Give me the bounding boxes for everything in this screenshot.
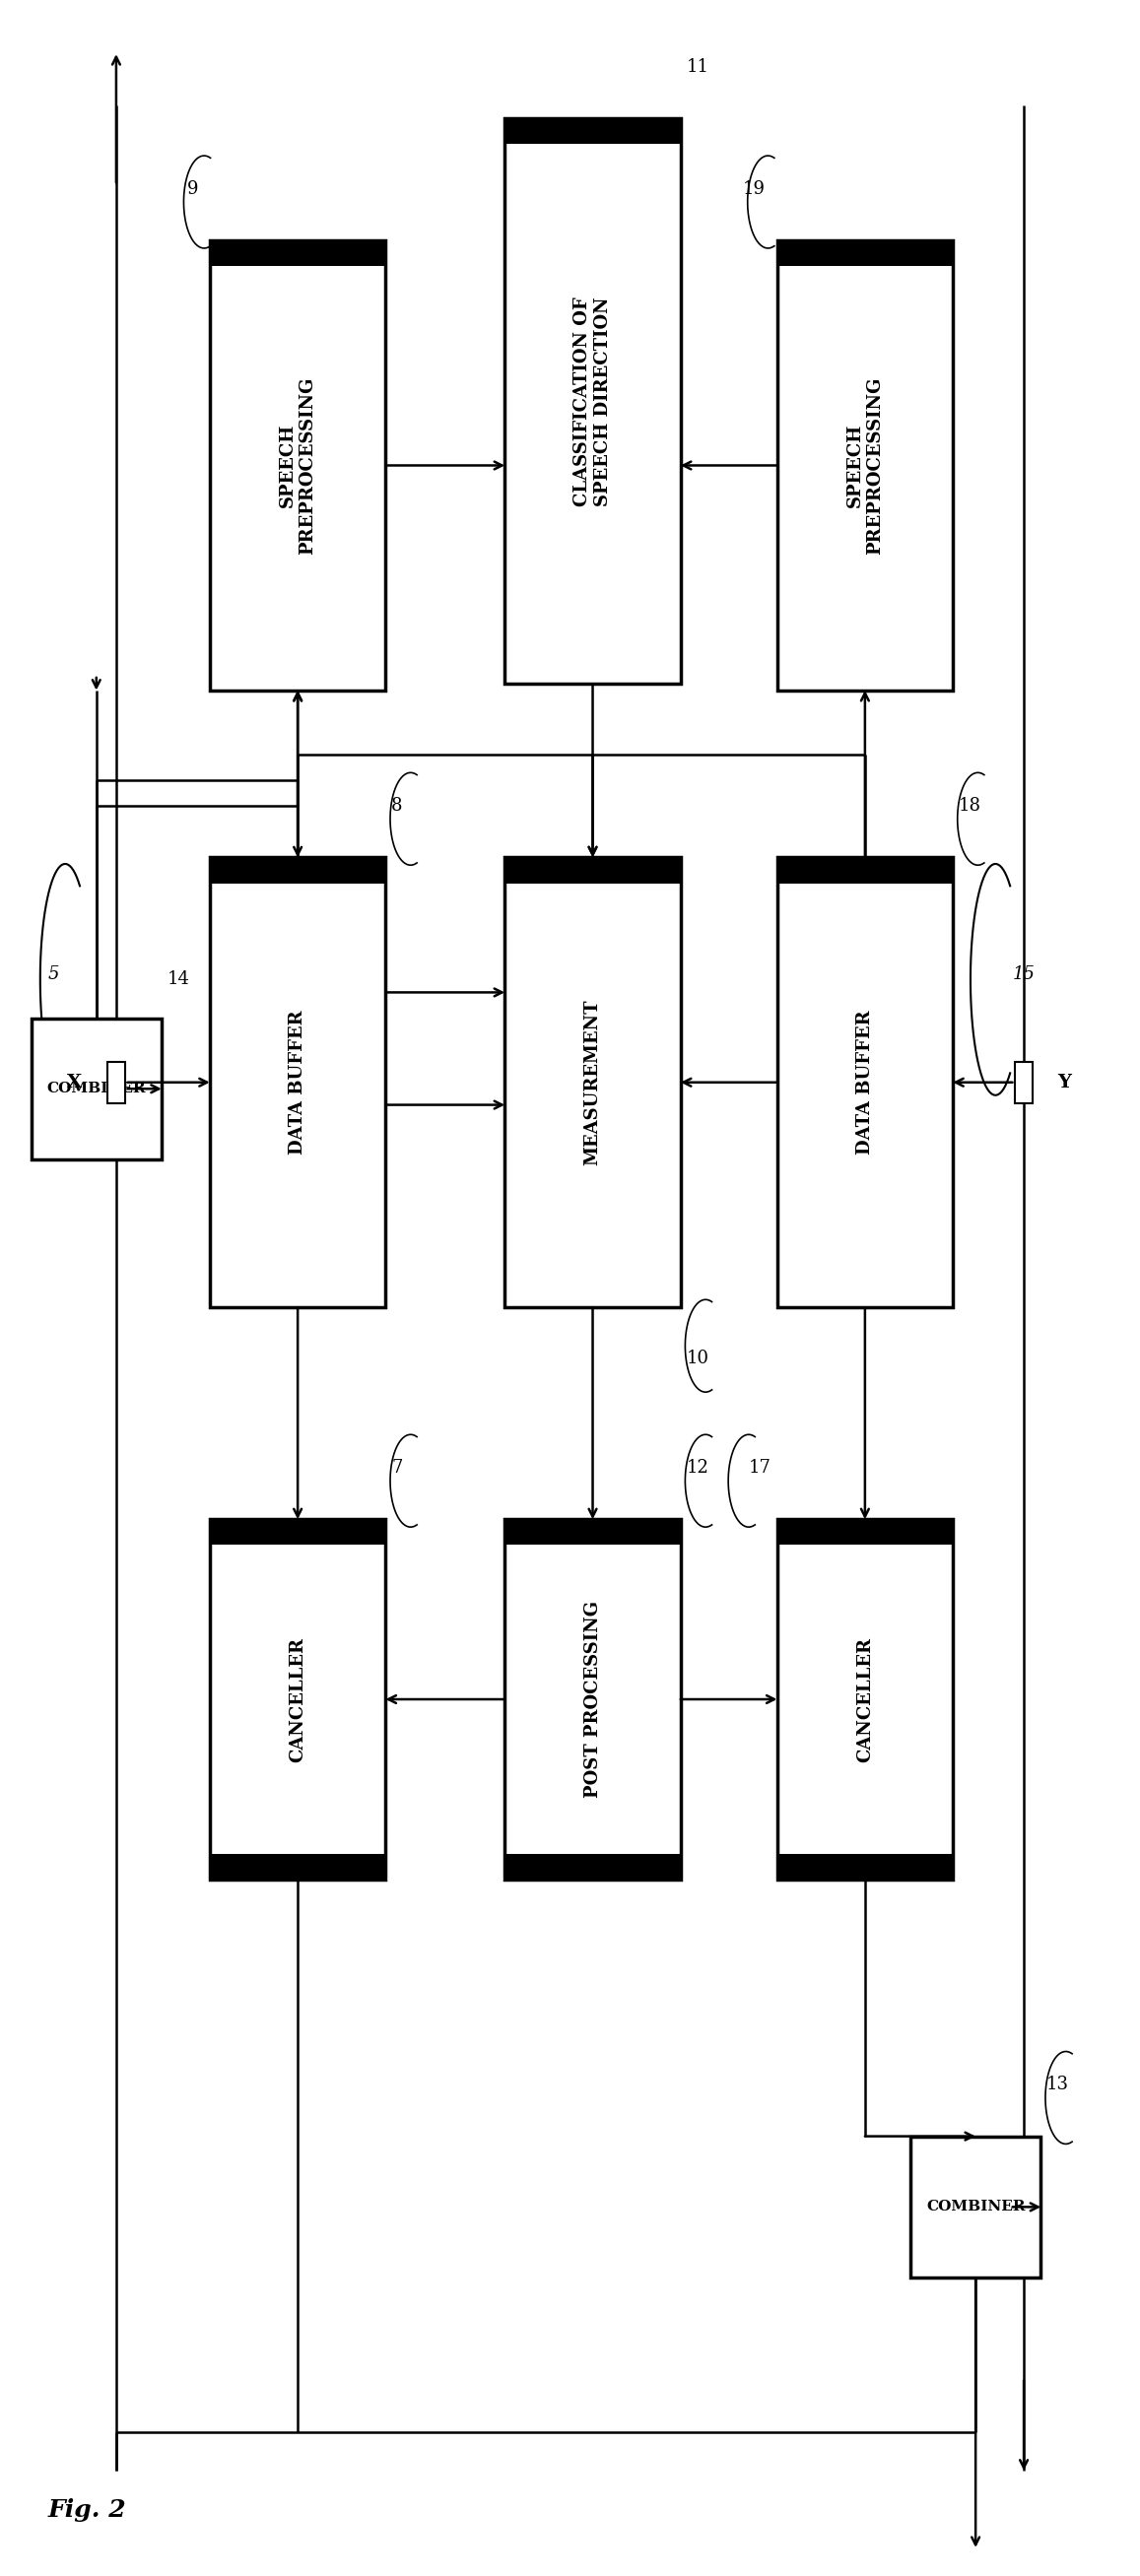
Bar [505, 1520, 681, 1880]
Text: 5: 5 [48, 966, 59, 984]
Text: CANCELLER: CANCELLER [856, 1636, 874, 1762]
Text: 17: 17 [749, 1458, 772, 1476]
Text: 14: 14 [168, 971, 189, 989]
Text: CLASSIFICATION OF
SPEECH DIRECTION: CLASSIFICATION OF SPEECH DIRECTION [573, 296, 612, 505]
Text: 18: 18 [959, 796, 982, 814]
Text: SPEECH
PREPROCESSING: SPEECH PREPROCESSING [846, 376, 885, 554]
Text: 11: 11 [686, 59, 709, 75]
Bar [210, 1520, 385, 1880]
Text: DATA BUFFER: DATA BUFFER [856, 1010, 874, 1154]
Bar [777, 858, 953, 884]
Text: X: X [67, 1074, 82, 1092]
Bar [777, 240, 953, 265]
Bar [505, 1855, 681, 1880]
Bar [777, 1520, 953, 1880]
Bar [210, 240, 385, 265]
Text: 12: 12 [686, 1458, 709, 1476]
Bar [31, 1018, 162, 1159]
Text: 15: 15 [1012, 966, 1035, 984]
Text: SPEECH
PREPROCESSING: SPEECH PREPROCESSING [278, 376, 317, 554]
Bar [210, 1855, 385, 1880]
Bar [210, 858, 385, 884]
Bar [107, 1061, 125, 1103]
Text: 19: 19 [743, 180, 766, 198]
Bar [505, 1520, 681, 1546]
Bar [911, 2136, 1041, 2277]
Bar [210, 1520, 385, 1546]
Text: 7: 7 [391, 1458, 402, 1476]
Bar [777, 1855, 953, 1880]
Text: 13: 13 [1047, 2076, 1069, 2094]
Text: 8: 8 [391, 796, 402, 814]
Text: COMBINER: COMBINER [47, 1082, 146, 1095]
Text: DATA BUFFER: DATA BUFFER [288, 1010, 307, 1154]
Bar [777, 858, 953, 1306]
Text: COMBINER: COMBINER [926, 2200, 1025, 2213]
Bar [505, 118, 681, 683]
Bar [505, 858, 681, 1306]
Bar [505, 118, 681, 144]
Text: Y: Y [1058, 1074, 1072, 1092]
Bar [210, 240, 385, 690]
Text: Fig. 2: Fig. 2 [48, 2499, 127, 2522]
Bar [505, 858, 681, 884]
Bar [210, 858, 385, 1306]
Bar [777, 240, 953, 690]
Text: POST PROCESSING: POST PROCESSING [584, 1600, 602, 1798]
Text: 10: 10 [686, 1350, 709, 1368]
Text: MEASUREMENT: MEASUREMENT [584, 999, 602, 1164]
Bar [1015, 1061, 1033, 1103]
Text: CANCELLER: CANCELLER [288, 1636, 307, 1762]
Bar [777, 1520, 953, 1546]
Text: 9: 9 [187, 180, 198, 198]
